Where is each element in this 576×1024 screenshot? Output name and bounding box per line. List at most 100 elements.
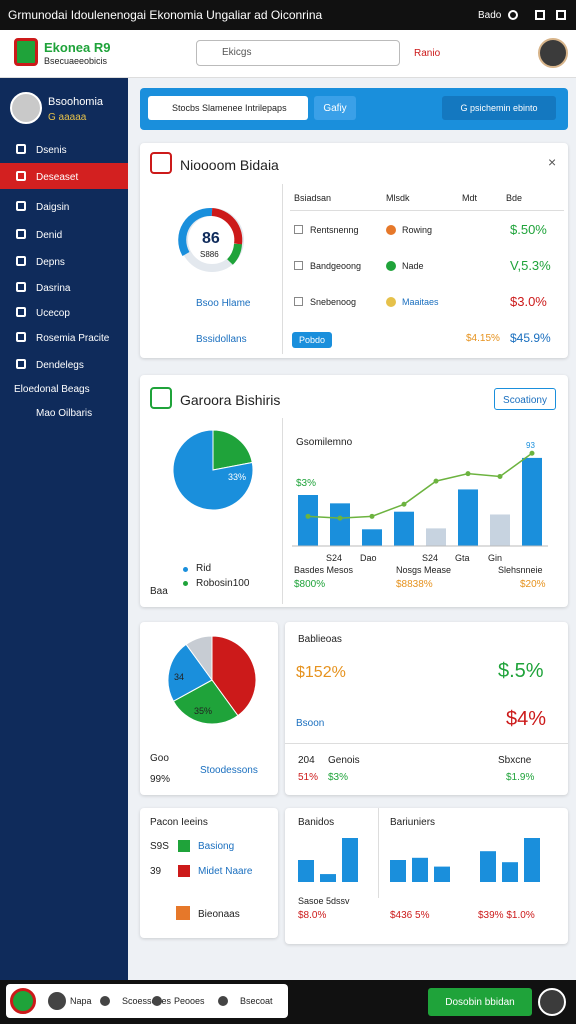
menu-item[interactable]: Rosemia Pracite — [36, 333, 110, 344]
close[interactable]: × — [548, 154, 557, 170]
row-status: Rowing — [402, 225, 433, 235]
link[interactable]: Bsoo Hlame — [196, 298, 251, 309]
trend-point — [465, 471, 471, 477]
icon — [535, 10, 545, 20]
trend-point — [497, 473, 503, 479]
bar — [330, 503, 350, 546]
profile-status: G aaaaa — [48, 112, 87, 123]
table-header: Bde — [506, 193, 523, 203]
menu-item[interactable]: Daigsin — [36, 202, 70, 213]
bar — [298, 495, 318, 546]
menu-item[interactable]: Deseaset — [36, 172, 79, 183]
card-title: Bablieoas — [298, 634, 342, 645]
menu-icon — [16, 359, 26, 369]
axis-label: Gta — [455, 553, 470, 563]
caption: Basdes Mesos — [294, 565, 354, 575]
trend-point — [433, 478, 439, 484]
banner-input[interactable] — [148, 96, 308, 120]
tab-icon — [218, 996, 228, 1006]
menu-item[interactable]: Mao Oilbaris — [36, 408, 93, 419]
menu-item[interactable]: Depns — [36, 257, 65, 268]
tab[interactable]: Napa — [70, 996, 92, 1006]
menu-item[interactable]: Dendelegs — [36, 360, 84, 371]
row-label: 39 — [150, 866, 162, 877]
row-dot — [386, 225, 396, 235]
section-title: Eloedonal Beags — [14, 384, 90, 395]
top-label: Bado — [478, 10, 502, 21]
caption: $436 5% — [390, 910, 430, 921]
axis-label: S24 — [422, 553, 439, 563]
caption: $39% $1.0% — [478, 910, 535, 921]
figure: $800% — [294, 579, 326, 590]
legend-item: Rid — [196, 563, 212, 574]
row-value: V,5.3% — [510, 258, 551, 273]
icon — [508, 10, 518, 20]
tab[interactable]: Scoessooes — [122, 996, 172, 1006]
menu-icon — [16, 144, 26, 154]
card — [285, 622, 568, 795]
footer-button[interactable]: Pobdo — [292, 332, 332, 348]
profile-name: Bsoohomia — [48, 96, 104, 108]
row-status: Maaitaes — [402, 297, 439, 307]
menu-icon — [16, 201, 26, 211]
divider — [285, 743, 568, 744]
bar — [502, 862, 518, 882]
row-name: Bandgeoong — [310, 261, 362, 271]
search-box[interactable] — [196, 40, 400, 66]
banner-button[interactable]: Gafiy — [314, 96, 356, 120]
logo-subtitle: Bsecuaeeobicis — [44, 56, 108, 66]
avatar — [538, 988, 566, 1016]
pie-chart — [167, 635, 257, 725]
row-dot — [386, 297, 396, 307]
trend-point — [401, 501, 407, 507]
card-title: Nioooom Bidaia — [180, 157, 279, 173]
shape — [178, 207, 213, 257]
tab[interactable]: Peooes — [174, 996, 205, 1006]
table-header: Mlsdk — [386, 193, 410, 203]
tab[interactable]: Bsecoat — [240, 996, 273, 1006]
link[interactable]: Bssidollans — [196, 334, 247, 345]
row-text: Bieonaas — [198, 909, 240, 920]
card-title: Garoora Bishiris — [180, 392, 281, 408]
row-name: Snebenoog — [310, 297, 357, 307]
menu-item[interactable]: Ucecop — [36, 308, 70, 319]
bar — [480, 851, 496, 882]
action-button[interactable]: Dosobin bbidan — [428, 988, 532, 1016]
row-label: S9S — [150, 841, 169, 852]
gauge-value: 86 — [202, 230, 220, 247]
menu-icon — [16, 171, 26, 181]
bar — [394, 511, 414, 546]
tab-icon — [100, 996, 110, 1006]
gauge-sub: S886 — [200, 250, 219, 259]
table-header: Bsiadsan — [294, 193, 332, 203]
row-label: 204 — [298, 755, 315, 766]
side-label: Goo — [150, 753, 169, 764]
pie-slice — [211, 635, 257, 717]
big-figure: $152% — [296, 664, 346, 681]
menu-item[interactable]: Dasrina — [36, 283, 71, 294]
bar — [426, 528, 446, 546]
shape — [211, 208, 243, 245]
link[interactable]: Stoodessons — [200, 765, 258, 776]
divider — [378, 808, 379, 898]
banner-action[interactable]: G psichemin ebinto — [442, 96, 556, 120]
axis-label: Gin — [488, 553, 503, 563]
trend-point — [337, 515, 343, 521]
shape — [226, 243, 242, 265]
card-title: Banidos — [298, 817, 335, 828]
row-status: Nade — [402, 261, 424, 271]
row-value: 51% — [298, 772, 319, 783]
divider — [282, 418, 283, 604]
chart-note: $3% — [296, 478, 317, 489]
header-button[interactable]: Ranio — [414, 48, 441, 59]
big-figure: $.5% — [498, 660, 544, 682]
big-figure: $4% — [506, 708, 547, 730]
menu-item[interactable]: Denid — [36, 230, 63, 241]
card-button[interactable]: Scoationy — [494, 388, 556, 410]
row-value: $3% — [328, 772, 349, 783]
menu-item[interactable]: Dsenis — [36, 145, 67, 156]
logo-title: Ekonea R9 — [44, 40, 111, 55]
divider — [282, 184, 283, 354]
row-value: $3.0% — [510, 294, 547, 309]
